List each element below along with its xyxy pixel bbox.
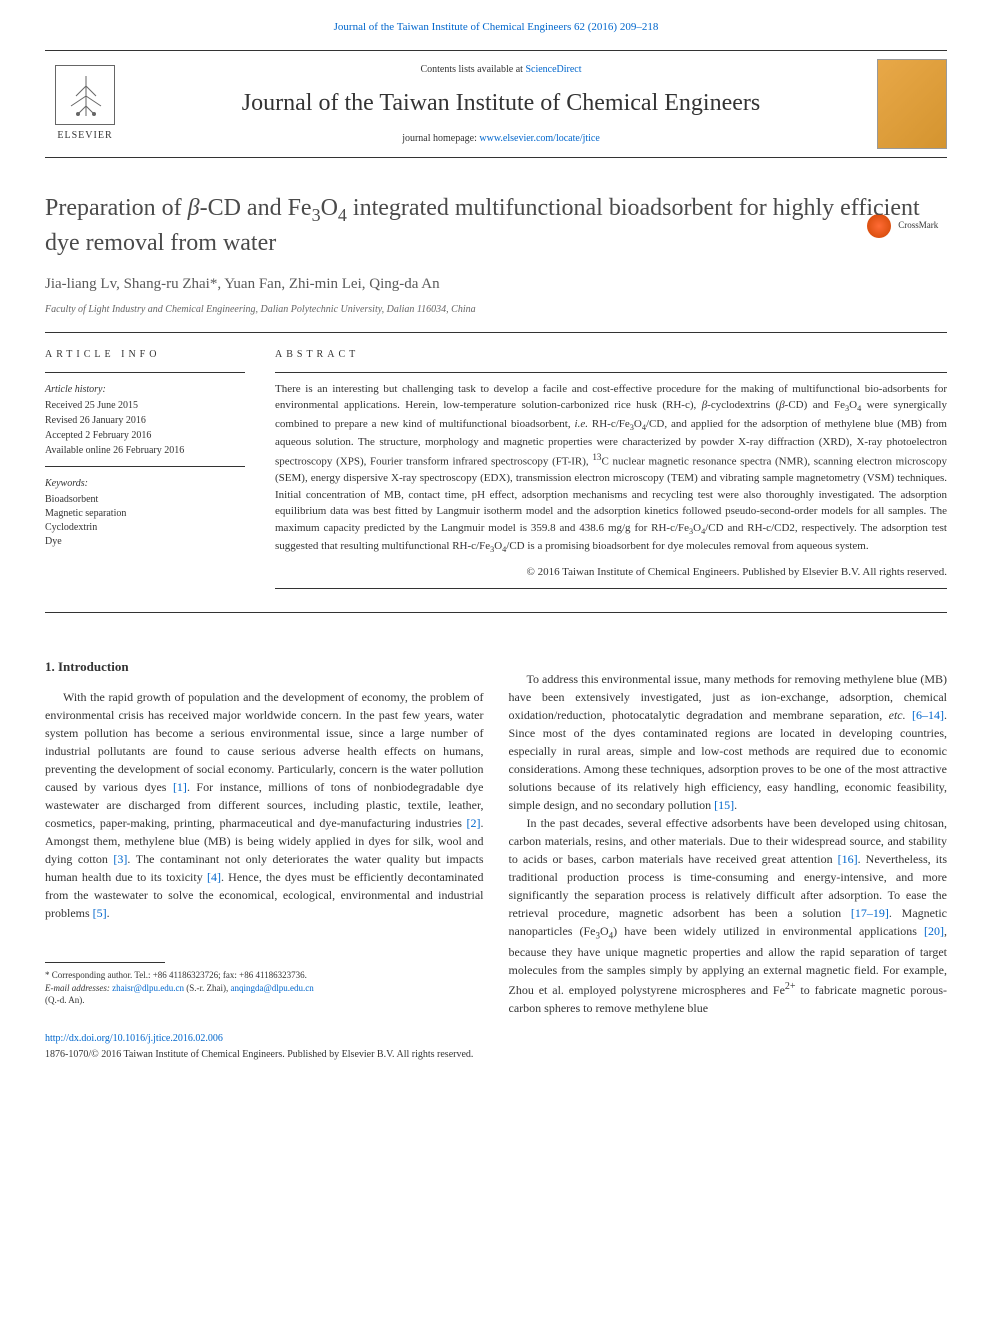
keyword: Cyclodextrin bbox=[45, 521, 245, 535]
abstract-column: ABSTRACT There is an interesting but cha… bbox=[275, 348, 947, 597]
received-date: Received 25 June 2015 bbox=[45, 399, 245, 413]
corresponding-author: * Corresponding author. Tel.: +86 411863… bbox=[45, 969, 484, 982]
revised-date: Revised 26 January 2016 bbox=[45, 414, 245, 428]
email-name: (S.-r. Zhai), bbox=[184, 983, 231, 993]
contents-lists-label: Contents lists available at bbox=[420, 64, 525, 75]
journal-cover-thumbnail bbox=[877, 59, 947, 149]
top-citation[interactable]: Journal of the Taiwan Institute of Chemi… bbox=[45, 20, 947, 35]
email-link[interactable]: anqingda@dlpu.edu.cn bbox=[230, 983, 313, 993]
divider bbox=[275, 372, 947, 373]
introduction-heading: 1. Introduction bbox=[45, 658, 484, 676]
elsevier-tree-icon bbox=[55, 65, 115, 125]
elsevier-text: ELSEVIER bbox=[57, 129, 112, 143]
divider bbox=[45, 372, 245, 373]
journal-title: Journal of the Taiwan Institute of Chemi… bbox=[125, 87, 877, 121]
divider bbox=[45, 612, 947, 613]
elsevier-logo: ELSEVIER bbox=[45, 59, 125, 149]
affiliation: Faculty of Light Industry and Chemical E… bbox=[45, 303, 947, 317]
keyword: Bioadsorbent bbox=[45, 493, 245, 507]
authors: Jia-liang Lv, Shang-ru Zhai*, Yuan Fan, … bbox=[45, 274, 947, 295]
article-info: ARTICLE INFO Article history: Received 2… bbox=[45, 348, 245, 597]
contents-lists: Contents lists available at ScienceDirec… bbox=[125, 63, 877, 77]
divider bbox=[45, 332, 947, 333]
keywords-list: Bioadsorbent Magnetic separation Cyclode… bbox=[45, 493, 245, 549]
article-info-heading: ARTICLE INFO bbox=[45, 348, 245, 362]
online-date: Available online 26 February 2016 bbox=[45, 444, 245, 458]
keyword: Dye bbox=[45, 535, 245, 549]
abstract-text: There is an interesting but challenging … bbox=[275, 381, 947, 557]
abstract-copyright: © 2016 Taiwan Institute of Chemical Engi… bbox=[275, 565, 947, 580]
email-name-2: (Q.-d. An). bbox=[45, 994, 484, 1007]
article-title: Preparation of β-CD and Fe3O4 integrated… bbox=[45, 193, 947, 258]
info-abstract-row: ARTICLE INFO Article history: Received 2… bbox=[45, 348, 947, 597]
footnote-divider bbox=[45, 962, 165, 963]
bottom-copyright: 1876-1070/© 2016 Taiwan Institute of Che… bbox=[45, 1048, 947, 1062]
divider bbox=[275, 588, 947, 589]
journal-homepage: journal homepage: www.elsevier.com/locat… bbox=[125, 132, 877, 146]
journal-header: ELSEVIER Contents lists available at Sci… bbox=[45, 50, 947, 158]
journal-center: Contents lists available at ScienceDirec… bbox=[125, 63, 877, 147]
introduction-text-right: To address this environmental issue, man… bbox=[509, 670, 948, 1017]
introduction-text-left: With the rapid growth of population and … bbox=[45, 688, 484, 922]
body-col-right: To address this environmental issue, man… bbox=[509, 628, 948, 1017]
homepage-label: journal homepage: bbox=[402, 133, 479, 144]
corresponding-footnote: * Corresponding author. Tel.: +86 411863… bbox=[45, 969, 484, 1007]
body-col-left: 1. Introduction With the rapid growth of… bbox=[45, 628, 484, 1017]
keyword: Magnetic separation bbox=[45, 507, 245, 521]
body-two-column: 1. Introduction With the rapid growth of… bbox=[45, 628, 947, 1017]
sciencedirect-link[interactable]: ScienceDirect bbox=[525, 64, 581, 75]
email-label: E-mail addresses: bbox=[45, 983, 112, 993]
email-line: E-mail addresses: zhaisr@dlpu.edu.cn (S.… bbox=[45, 982, 484, 995]
history-label: Article history: bbox=[45, 383, 245, 397]
homepage-link[interactable]: www.elsevier.com/locate/jtice bbox=[479, 133, 599, 144]
abstract-heading: ABSTRACT bbox=[275, 348, 947, 362]
email-link[interactable]: zhaisr@dlpu.edu.cn bbox=[112, 983, 184, 993]
divider bbox=[45, 466, 245, 467]
doi-link[interactable]: http://dx.doi.org/10.1016/j.jtice.2016.0… bbox=[45, 1032, 947, 1046]
keywords-label: Keywords: bbox=[45, 477, 245, 491]
accepted-date: Accepted 2 February 2016 bbox=[45, 429, 245, 443]
